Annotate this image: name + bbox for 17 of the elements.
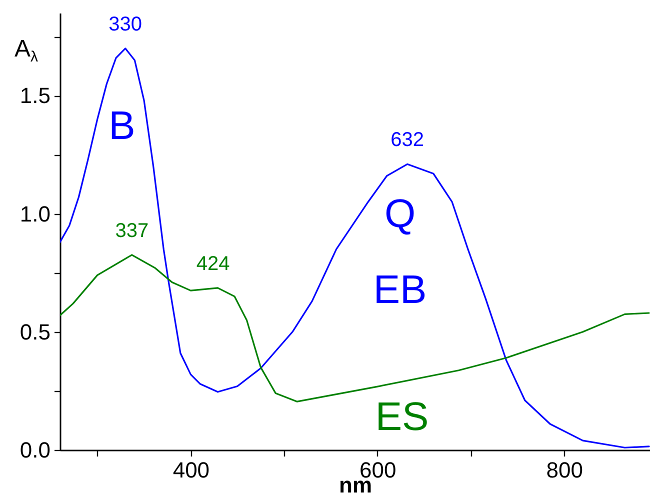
x-tick-label: 800 xyxy=(546,458,583,482)
annotation: 424 xyxy=(196,252,230,275)
y-axis-title: A$_{λ}$ xyxy=(14,36,39,66)
annotation: 632 xyxy=(390,129,424,152)
annotation: 337 xyxy=(115,220,149,242)
annotation: 330 xyxy=(108,13,142,36)
series-label: ES xyxy=(375,395,429,439)
annotation: B xyxy=(108,104,136,148)
line-series xyxy=(60,254,650,402)
annotation: Q xyxy=(384,192,416,236)
x-tick-label: 400 xyxy=(172,458,210,482)
y-tick-label: 0.5 xyxy=(20,319,50,344)
y-tick-label: 1.0 xyxy=(20,201,50,226)
series-label: EB xyxy=(373,268,427,312)
line-series xyxy=(60,48,650,448)
y-tick-label: 1.5 xyxy=(20,83,50,108)
y-tick-label: 0.0 xyxy=(20,438,50,462)
